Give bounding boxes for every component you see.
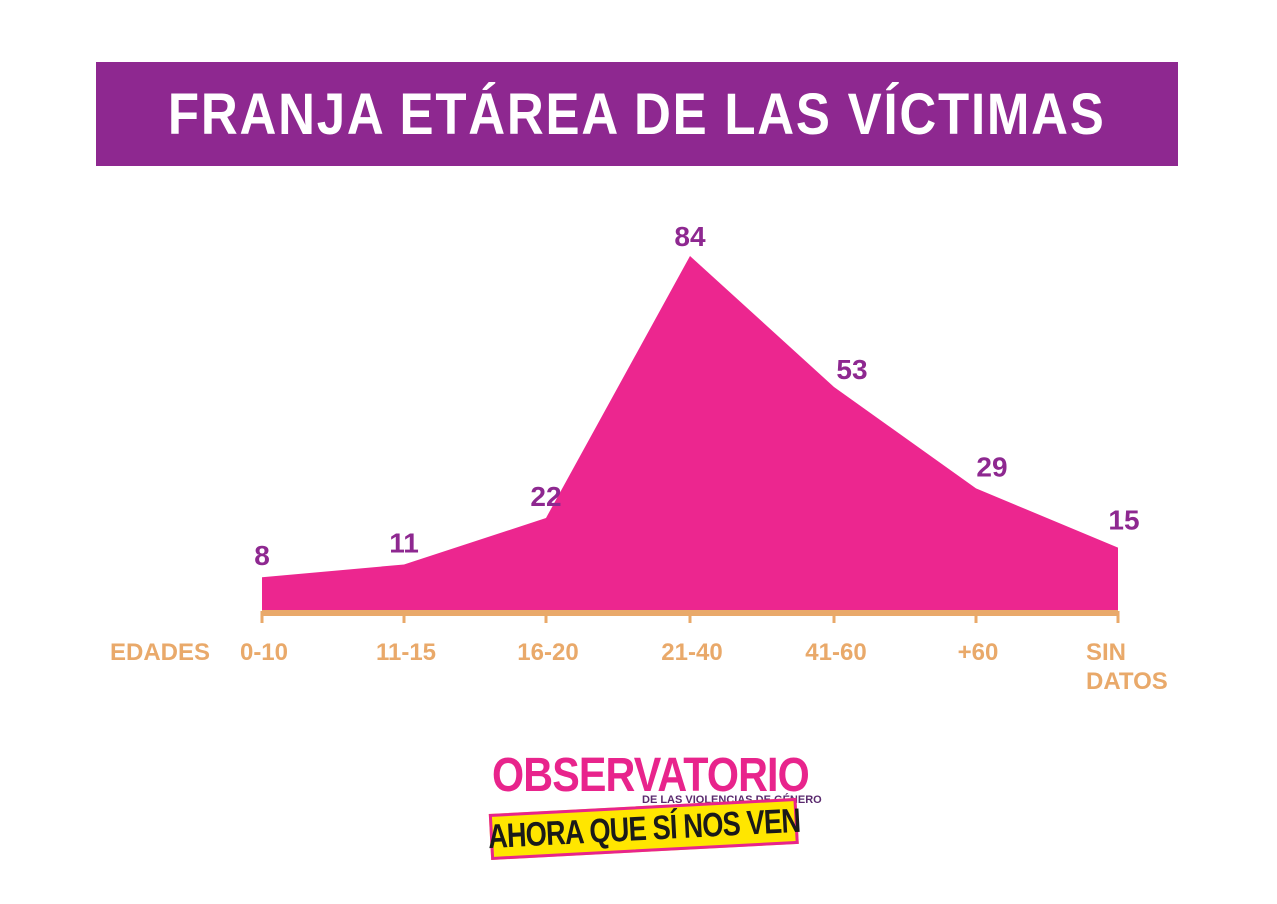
data-label-0: 8 <box>254 540 270 571</box>
x-tick-label-1: 11-15 <box>376 639 436 666</box>
area-series <box>262 256 1118 611</box>
chart-title: FRANJA ETÁREA DE LAS VÍCTIMAS <box>168 81 1106 147</box>
data-label-2: 22 <box>530 481 561 512</box>
data-labels: 8 11 22 84 53 29 15 <box>254 221 1139 571</box>
x-tick-label-2: 16-20 <box>517 639 578 666</box>
data-label-4: 53 <box>836 354 867 385</box>
x-axis-label: EDADES <box>110 639 210 666</box>
x-tick-label-4: 41-60 <box>805 639 866 666</box>
x-axis-ticks <box>260 611 1120 623</box>
x-tick-label-3: 21-40 <box>661 639 722 666</box>
chart-title-banner: FRANJA ETÁREA DE LAS VÍCTIMAS <box>96 62 1178 166</box>
data-label-1: 11 <box>389 528 419 559</box>
logo-ahora-que-si-nos-ven: AHORA QUE SÍ NOS VEN <box>486 797 801 860</box>
x-tick-label-5: +60 <box>958 639 999 666</box>
data-label-6: 15 <box>1108 505 1139 536</box>
x-tick-label-0: 0-10 <box>240 639 288 666</box>
logo-observatorio-text: OBSERVATORIO <box>492 749 810 802</box>
data-label-3: 84 <box>674 221 706 252</box>
x-tick-labels: 0-10 11-15 16-20 21-40 41-60 +60 SIN DATOS <box>240 639 1168 695</box>
data-label-5: 29 <box>976 451 1007 482</box>
logo-slogan-text: AHORA QUE SÍ NOS VEN <box>486 801 801 856</box>
x-tick-label-6: SIN DATOS <box>1086 639 1168 695</box>
observatorio-logo: OBSERVATORIO DE LAS VIOLENCIAS DE GÉNERO… <box>486 748 822 878</box>
